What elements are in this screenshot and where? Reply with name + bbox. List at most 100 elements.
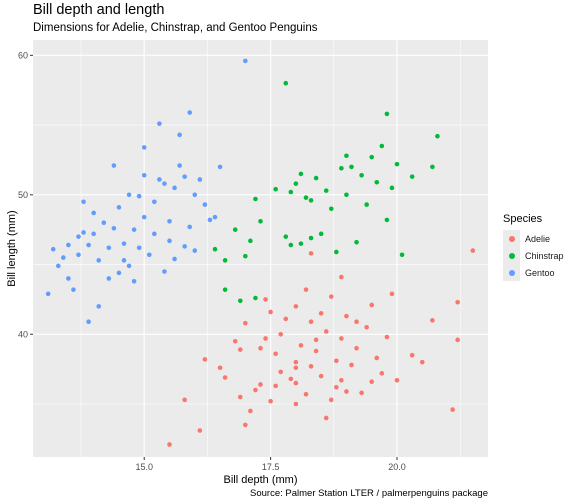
point-adelie: [323, 329, 329, 334]
point-gentoo: [192, 248, 198, 253]
point-adelie: [303, 287, 309, 292]
y-tick-label: 40: [18, 329, 28, 339]
point-gentoo: [177, 163, 182, 168]
legend: Species Adelie Chinstrap Gentoo: [503, 213, 564, 281]
major-gridlines: [33, 40, 488, 457]
point-gentoo: [152, 199, 157, 205]
point-adelie: [243, 422, 248, 428]
legend-label-adelie: Adelie: [525, 233, 551, 244]
legend-item-chinstrap: Chinstrap: [503, 247, 564, 264]
legend-key-adelie: [503, 230, 520, 247]
point-gentoo: [96, 304, 102, 309]
point-gentoo: [121, 258, 127, 263]
point-gentoo: [55, 263, 61, 269]
point-adelie: [273, 351, 278, 357]
point-adelie: [313, 348, 319, 354]
plot-panel: [33, 40, 488, 457]
point-gentoo: [131, 227, 137, 232]
point-gentoo: [61, 255, 66, 260]
point-gentoo: [177, 132, 182, 138]
minor-gridlines: [33, 40, 488, 457]
axes: 15.0 17.5 20.0 40 50 60: [18, 50, 406, 472]
point-chinstrap: [222, 287, 228, 292]
point-gentoo: [141, 214, 147, 220]
point-adelie: [293, 304, 299, 309]
point-adelie: [328, 294, 334, 299]
point-chinstrap: [288, 242, 294, 248]
point-chinstrap: [298, 171, 304, 177]
point-chinstrap: [273, 186, 278, 192]
point-adelie: [430, 318, 435, 323]
point-gentoo: [141, 145, 147, 150]
point-adelie: [450, 407, 455, 412]
point-adelie: [384, 334, 390, 340]
point-gentoo: [157, 121, 162, 126]
point-gentoo: [86, 242, 91, 248]
point-adelie: [359, 390, 364, 396]
point-gentoo: [106, 245, 112, 251]
point-chinstrap: [308, 235, 314, 241]
point-adelie: [334, 358, 339, 364]
point-chinstrap: [334, 249, 339, 255]
point-gentoo: [50, 246, 56, 252]
point-adelie: [197, 428, 203, 433]
point-chinstrap: [298, 241, 304, 246]
point-adelie: [258, 345, 263, 351]
point-gentoo: [76, 234, 81, 239]
point-chinstrap: [344, 192, 349, 198]
point-chinstrap: [313, 175, 319, 181]
point-chinstrap: [318, 231, 324, 237]
point-adelie: [293, 365, 299, 371]
point-chinstrap: [253, 295, 258, 301]
point-adelie: [339, 274, 344, 280]
point-gentoo: [81, 199, 86, 205]
point-gentoo: [101, 220, 107, 225]
point-gentoo: [121, 241, 127, 246]
point-chinstrap: [374, 179, 380, 185]
point-chinstrap: [212, 246, 218, 252]
point-adelie: [288, 376, 294, 382]
point-gentoo: [96, 258, 102, 263]
point-adelie: [339, 336, 344, 341]
point-adelie: [409, 352, 415, 358]
point-gentoo: [172, 185, 177, 191]
point-adelie: [293, 380, 299, 386]
x-tick-label: 17.5: [262, 462, 280, 472]
point-gentoo: [76, 252, 81, 258]
point-chinstrap: [323, 188, 329, 193]
point-gentoo: [243, 58, 248, 64]
legend-key-gentoo: [503, 264, 520, 281]
point-gentoo: [212, 214, 218, 220]
point-chinstrap: [384, 217, 390, 223]
point-chinstrap: [409, 174, 415, 179]
point-gentoo: [111, 225, 117, 231]
point-adelie: [283, 316, 289, 322]
point-chinstrap: [288, 189, 294, 195]
point-chinstrap: [359, 172, 364, 178]
point-adelie: [278, 331, 284, 337]
point-chinstrap: [354, 239, 359, 245]
point-gentoo: [207, 217, 213, 223]
point-adelie: [313, 337, 319, 343]
point-gentoo: [81, 230, 86, 235]
point-adelie: [354, 319, 359, 325]
point-adelie: [298, 343, 304, 348]
point-gentoo: [66, 276, 71, 281]
legend-key-chinstrap: [503, 247, 520, 264]
legend-item-adelie: Adelie: [503, 230, 564, 247]
point-adelie: [263, 297, 268, 302]
point-gentoo: [182, 174, 187, 179]
point-adelie: [232, 338, 238, 344]
point-adelie: [339, 377, 344, 383]
legend-item-gentoo: Gentoo: [503, 264, 564, 281]
point-chinstrap: [283, 80, 289, 86]
point-chinstrap: [248, 238, 253, 244]
point-adelie: [354, 345, 359, 351]
point-gentoo: [187, 110, 193, 115]
y-axis-label: Bill length (mm): [6, 210, 18, 286]
point-adelie: [248, 408, 253, 414]
point-gentoo: [141, 172, 147, 178]
point-adelie: [379, 371, 385, 376]
point-gentoo: [126, 263, 132, 269]
